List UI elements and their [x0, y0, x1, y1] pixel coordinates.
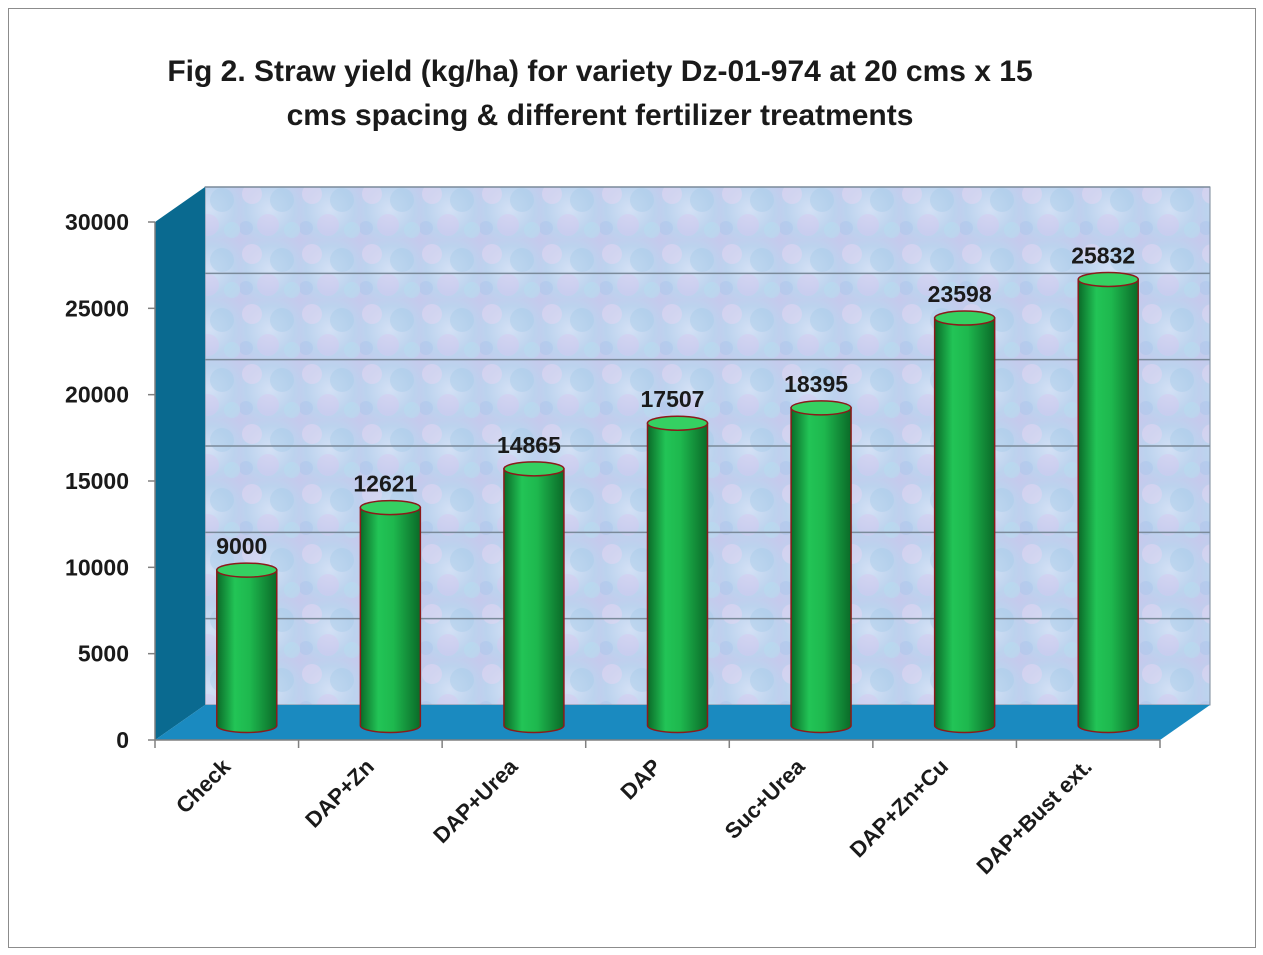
chart-border: [8, 8, 1256, 948]
bar-top: [790, 400, 852, 416]
y-tick-label: 20000: [65, 382, 129, 408]
bar: [359, 499, 422, 734]
data-label: 23598: [928, 281, 992, 307]
data-label: 12621: [353, 471, 417, 497]
y-tick-label: 5000: [78, 641, 129, 667]
data-label: 18395: [784, 371, 848, 397]
x-category-label: DAP+Urea: [428, 753, 523, 848]
bar-body: [790, 407, 852, 734]
bar-body: [503, 468, 565, 734]
x-axis: Check DAP+Zn DAP+Urea DAP Suc+Urea DAP+Zn+Cu D…: [154, 739, 1161, 879]
bar: [646, 415, 709, 734]
x-category-label: Suc+Urea: [720, 753, 810, 843]
bar-body: [646, 422, 709, 734]
bar-body: [359, 506, 422, 734]
bar-body: [216, 569, 278, 734]
bar: [790, 400, 852, 734]
y-tick-label: 10000: [65, 554, 129, 580]
chart-title-line-1: Fig 2. Straw yield (kg/ha) for variety D…: [167, 55, 1033, 88]
data-label: 25832: [1071, 242, 1135, 268]
x-category-label: DAP+Zn: [300, 754, 379, 833]
data-label: 14865: [497, 432, 561, 458]
bar-top: [359, 499, 422, 516]
bar-top: [933, 310, 996, 326]
bar-body: [933, 317, 996, 734]
y-tick-label: 30000: [65, 209, 129, 235]
y-tick-label: 0: [116, 727, 129, 753]
bar: [216, 562, 278, 734]
data-labels: 9000 12621 14865 17507 18395 23598 25832: [216, 242, 1135, 559]
chart-title-line-2: cms spacing & different fertilizer treat…: [286, 99, 914, 132]
x-category-label: DAP+Bust ext.: [971, 754, 1096, 879]
y-tick-label: 15000: [65, 468, 129, 494]
bars: [216, 271, 1139, 734]
data-label: 17507: [641, 386, 705, 412]
x-category-label: Check: [171, 753, 236, 818]
bar-top: [1077, 271, 1139, 288]
bar: [1077, 271, 1139, 734]
bar: [933, 310, 996, 734]
data-label: 9000: [216, 533, 267, 559]
y-tick-label: 25000: [65, 295, 129, 321]
x-category-label: DAP+Zn+Cu: [845, 754, 953, 862]
bar-top: [646, 415, 709, 431]
bar-body: [1077, 278, 1139, 734]
chart-title: Fig 2. Straw yield (kg/ha) for variety D…: [60, 50, 1140, 138]
bar-top: [216, 562, 278, 578]
bar: [503, 461, 565, 734]
bar-top: [503, 461, 565, 477]
side-wall: [155, 187, 205, 740]
y-axis: 0 5000 10000 15000 20000 25000 30000: [65, 209, 156, 753]
x-category-label: DAP: [616, 754, 667, 805]
